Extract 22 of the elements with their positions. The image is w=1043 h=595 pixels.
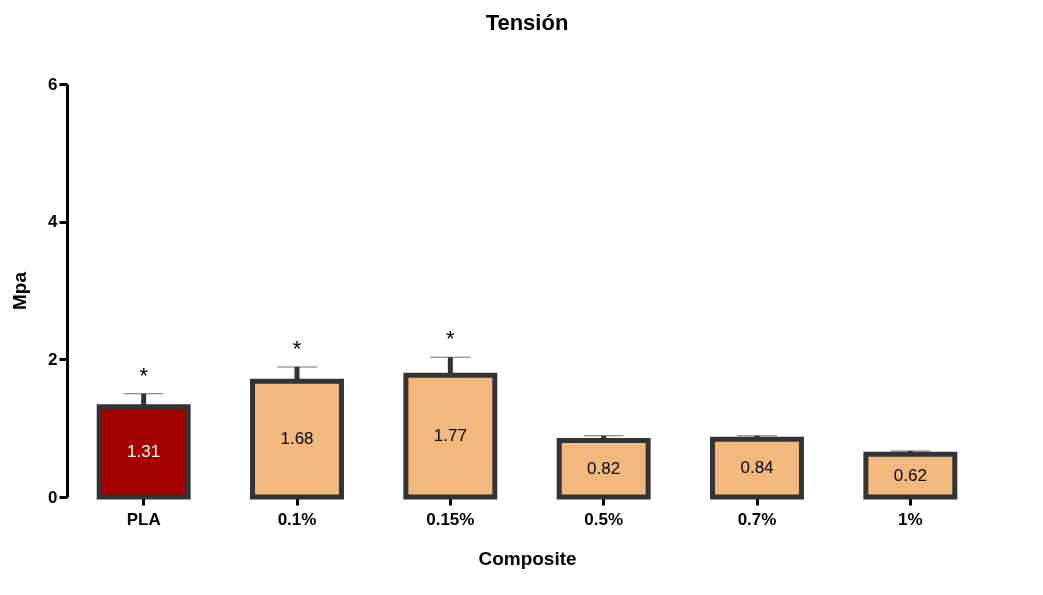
- data-label: 1.77: [433, 426, 467, 446]
- x-tick-label: 1%: [898, 509, 923, 529]
- chart-title: Tensión: [485, 10, 569, 35]
- y-tick-label: 4: [48, 212, 59, 232]
- data-label: 0.84: [740, 458, 774, 478]
- data-label: 0.82: [587, 458, 621, 478]
- x-tick-label: PLA: [126, 509, 161, 529]
- x-tick-label: 0.15%: [426, 509, 475, 529]
- y-tick-label: 6: [48, 74, 58, 94]
- data-label: 1.68: [280, 429, 314, 449]
- y-axis-title: Mpa: [9, 271, 31, 310]
- data-label: 1.31: [127, 441, 161, 461]
- data-label: 0.62: [893, 465, 927, 485]
- annotation: *: [446, 326, 456, 352]
- x-axis-title: Composite: [478, 547, 577, 569]
- x-tick-label: 0.1%: [277, 509, 317, 529]
- x-tick-label: 0.7%: [737, 509, 777, 529]
- annotation: *: [292, 335, 302, 361]
- y-tick-label: 0: [48, 487, 58, 507]
- y-tick-label: 2: [48, 349, 58, 369]
- x-tick-label: 0.5%: [584, 509, 624, 529]
- annotation: *: [139, 362, 149, 388]
